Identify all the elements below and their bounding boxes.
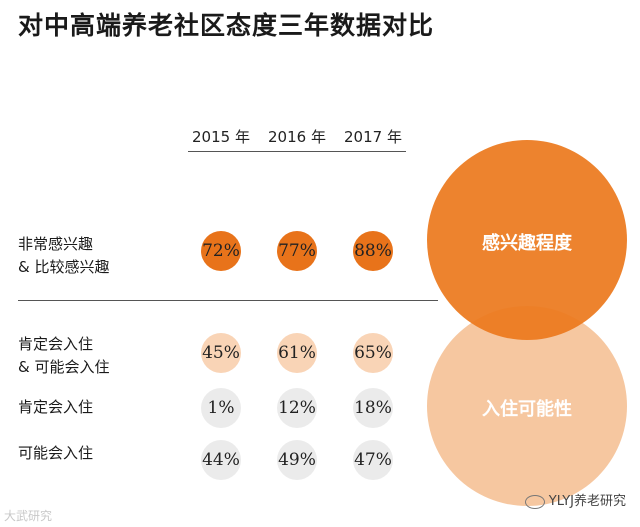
willingness-circle-label: 入住可能性 (482, 399, 572, 420)
value-interest-2015: 72% (202, 241, 240, 261)
dot-possibly-2017 (353, 440, 393, 480)
row-label-combined-line2: & 可能会入住 (18, 358, 110, 376)
dot-definitely-2017 (353, 388, 393, 428)
year-header-2017: 2017 年 (344, 128, 402, 146)
watermark-right: YLYJ养老研究 (524, 490, 626, 509)
value-definitely-2015: 1% (207, 398, 235, 418)
row-label-interest: 非常感兴趣 & 比较感兴趣 (18, 233, 109, 279)
value-interest-2017: 88% (354, 241, 392, 261)
year-header-2015: 2015 年 (192, 128, 250, 146)
chart-title: 对中高端养老社区态度三年数据对比 (18, 11, 435, 40)
dot-combined-2015 (201, 333, 241, 373)
dot-interest-2016 (277, 231, 317, 271)
value-definitely-2016: 12% (278, 398, 316, 418)
dot-combined-2016 (277, 333, 317, 373)
dot-interest-2017 (353, 231, 393, 271)
wechat-logo-icon (524, 494, 545, 509)
row-label-interest-line2: & 比较感兴趣 (18, 258, 110, 276)
dot-possibly-2015 (201, 440, 241, 480)
row-label-interest-line1: 非常感兴趣 (18, 235, 94, 253)
dot-interest-2015 (201, 231, 241, 271)
year-header-rule (188, 151, 406, 152)
watermark-right-text: YLYJ养老研究 (548, 494, 626, 509)
row-label-definitely: 肯定会入住 (18, 398, 94, 416)
year-header-2016: 2016 年 (268, 128, 326, 146)
value-combined-2016: 61% (278, 343, 316, 363)
dot-combined-2017 (353, 333, 393, 373)
section-divider (18, 300, 438, 301)
interest-circle-label: 感兴趣程度 (482, 233, 572, 254)
dot-definitely-2015 (201, 388, 241, 428)
row-label-combined: 肯定会入住 & 可能会入住 (18, 333, 109, 379)
value-combined-2017: 65% (354, 343, 392, 363)
row-label-combined-line1: 肯定会入住 (18, 335, 94, 353)
value-interest-2016: 77% (278, 241, 316, 261)
value-possibly-2015: 44% (202, 450, 240, 470)
value-definitely-2017: 18% (354, 398, 392, 418)
dot-possibly-2016 (277, 440, 317, 480)
watermark-left: 大武研究 (4, 509, 53, 523)
row-label-possibly: 可能会入住 (18, 444, 94, 462)
value-possibly-2016: 49% (278, 450, 316, 470)
value-possibly-2017: 47% (354, 450, 392, 470)
dot-definitely-2016 (277, 388, 317, 428)
value-combined-2015: 45% (202, 343, 240, 363)
